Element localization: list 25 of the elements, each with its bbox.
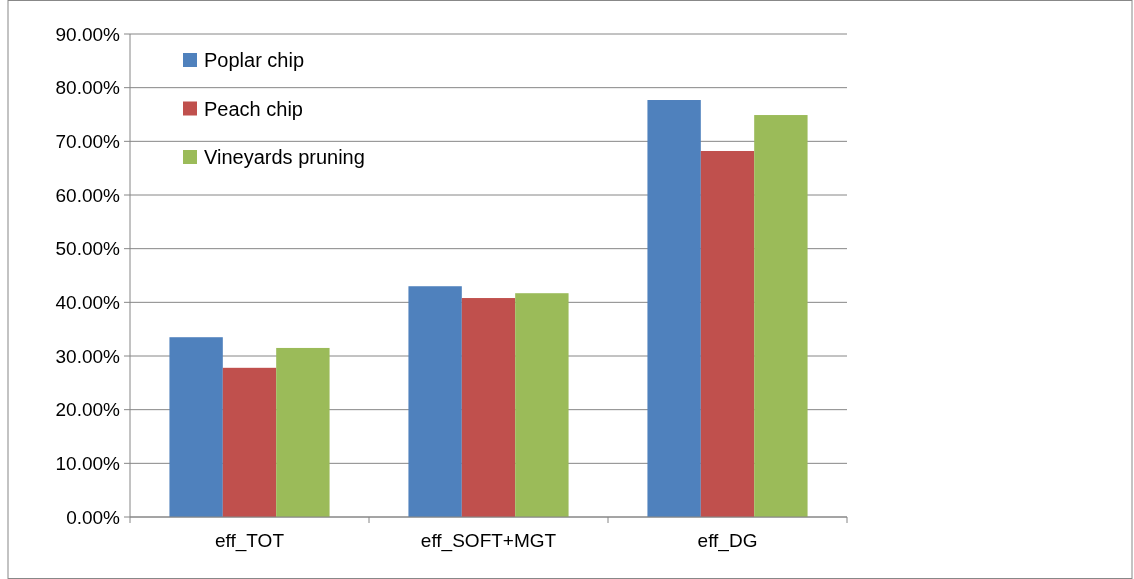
bar bbox=[222, 367, 277, 517]
y-tick-label: 80.00% bbox=[55, 77, 121, 99]
bar bbox=[647, 100, 701, 517]
x-tick-label: eff_DG bbox=[697, 530, 758, 552]
x-tick-label: eff_SOFT+MGT bbox=[420, 530, 557, 552]
y-tick-label: 10.00% bbox=[55, 452, 121, 474]
y-tick-label: 0.00% bbox=[66, 506, 121, 528]
y-tick-label: 20.00% bbox=[55, 399, 121, 421]
y-tick-label: 40.00% bbox=[55, 291, 121, 313]
bar bbox=[276, 347, 330, 517]
y-tick-label: 30.00% bbox=[55, 345, 121, 367]
y-tick-label: 60.00% bbox=[55, 184, 121, 206]
y-tick-label: 90.00% bbox=[55, 23, 121, 45]
bar bbox=[700, 150, 755, 517]
legend-label: Poplar chip bbox=[204, 49, 305, 71]
bar bbox=[515, 293, 569, 517]
legend-label: Vineyards pruning bbox=[204, 146, 365, 168]
y-tick-label: 50.00% bbox=[55, 238, 121, 260]
bar bbox=[408, 286, 462, 517]
bar bbox=[754, 115, 808, 517]
bar bbox=[461, 298, 516, 517]
x-tick-label: eff_TOT bbox=[215, 530, 285, 552]
bar bbox=[169, 337, 223, 517]
y-tick-label: 70.00% bbox=[55, 130, 121, 152]
legend-label: Peach chip bbox=[204, 97, 303, 120]
